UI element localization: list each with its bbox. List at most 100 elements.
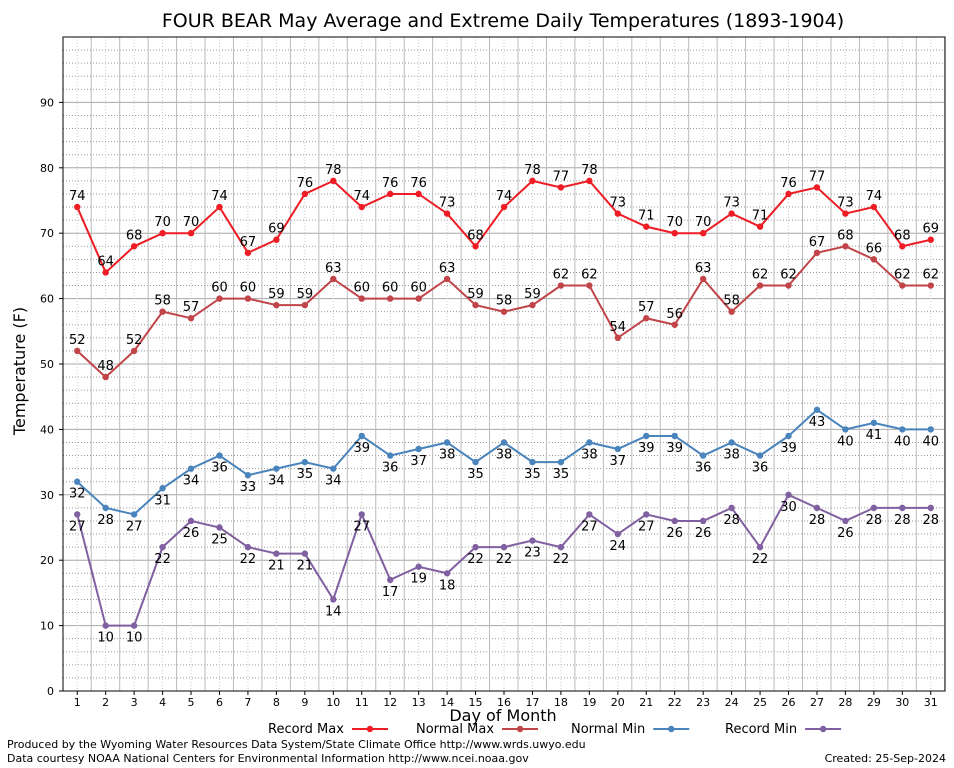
normal-max-point: [529, 301, 536, 309]
normal-max-data-label: 66: [866, 241, 883, 256]
legend: Record Max Normal Max Normal Min Record Min: [268, 722, 842, 737]
record-max-data-label: 76: [382, 176, 399, 191]
record-max-data-label: 71: [638, 209, 655, 224]
normal-min-data-label: 39: [666, 441, 683, 456]
normal-min-point: [842, 426, 849, 433]
record-min-point: [586, 511, 593, 518]
record-max-data-label: 78: [325, 163, 342, 178]
x-tick-label: 6: [216, 696, 223, 709]
normal-min-legend-label: Normal Min: [571, 722, 645, 737]
record-min-data-label: 30: [780, 500, 797, 515]
normal-min-point: [927, 426, 934, 433]
record-max-data-label: 74: [866, 189, 883, 204]
normal-min-data-label: 32: [69, 487, 86, 502]
normal-max-point: [472, 301, 479, 309]
record-max-point: [301, 190, 309, 198]
normal-min-data-label: 38: [496, 447, 513, 462]
normal-min-data-label: 36: [382, 461, 399, 476]
x-tick-label: 30: [895, 696, 909, 709]
record-min-data-label: 19: [410, 572, 427, 587]
record-min-data-label: 21: [268, 559, 285, 574]
normal-min-point: [899, 426, 906, 433]
normal-max-point: [699, 275, 707, 283]
normal-min-data-label: 36: [752, 461, 769, 476]
record-max-data-label: 69: [923, 222, 940, 237]
record-min-point: [870, 504, 878, 512]
normal-max-data-label: 60: [211, 281, 228, 296]
record-max-legend-marker: [366, 725, 374, 733]
normal-max-data-label: 57: [183, 300, 200, 315]
x-tick-label: 3: [131, 696, 138, 709]
y-tick-label: 80: [40, 162, 54, 175]
x-tick-label: 27: [810, 696, 824, 709]
normal-min-point: [301, 458, 309, 466]
normal-max-data-label: 48: [97, 359, 114, 374]
normal-min-data-label: 34: [268, 474, 285, 489]
normal-min-point: [244, 471, 252, 479]
record-min-point: [130, 622, 138, 629]
record-min-data-label: 22: [467, 552, 484, 567]
normal-max-data-label: 54: [610, 320, 627, 335]
normal-min-data-label: 43: [809, 415, 826, 430]
record-max-point: [472, 243, 479, 250]
x-tick-label: 21: [639, 696, 653, 709]
normal-max-point: [130, 347, 138, 355]
normal-max-data-label: 52: [126, 333, 143, 348]
normal-min-data-label: 35: [297, 467, 314, 482]
record-min-point: [813, 504, 821, 512]
record-max-point: [159, 230, 166, 237]
normal-min-data-label: 41: [866, 428, 883, 443]
record-min-data-label: 28: [809, 513, 826, 528]
x-tick-label: 12: [383, 696, 397, 709]
normal-max-data-label: 63: [695, 261, 712, 276]
normal-min-data-label: 31: [154, 493, 171, 508]
normal-max-point: [643, 315, 650, 322]
record-min-data-label: 18: [439, 578, 456, 593]
normal-min-data-label: 38: [581, 447, 598, 462]
record-min-point: [842, 517, 849, 525]
normal-min-data-label: 37: [410, 454, 427, 469]
record-max-point: [443, 210, 451, 217]
record-max-point: [130, 243, 138, 250]
normal-min-data-label: 40: [923, 434, 940, 449]
record-min-data-label: 26: [183, 526, 200, 541]
normal-max-point: [159, 308, 166, 315]
normal-min-data-label: 34: [325, 474, 342, 489]
record-min-point: [159, 543, 166, 551]
record-min-data-label: 26: [837, 526, 854, 541]
normal-max-point: [415, 295, 422, 302]
normal-max-point: [244, 295, 252, 302]
record-min-point: [699, 517, 707, 525]
normal-min-data-label: 37: [610, 454, 627, 469]
normal-min-point: [74, 478, 81, 485]
record-min-data-label: 27: [581, 519, 598, 534]
normal-max-data-label: 60: [382, 281, 399, 296]
normal-min-point: [870, 419, 878, 427]
normal-min-point: [216, 452, 223, 459]
record-min-data-label: 21: [297, 559, 314, 574]
record-min-data-label: 23: [524, 546, 541, 561]
normal-max-point: [102, 373, 109, 381]
normal-max-point: [216, 295, 223, 302]
normal-min-data-label: 27: [126, 519, 143, 534]
record-max-data-label: 74: [353, 189, 370, 204]
normal-min-point: [614, 445, 622, 453]
record-min-data-label: 22: [553, 552, 570, 567]
record-min-data-label: 22: [752, 552, 769, 567]
y-tick-label: 30: [40, 489, 54, 502]
normal-max-point: [273, 301, 280, 309]
record-max-point: [386, 190, 394, 198]
y-tick-label: 90: [40, 96, 54, 109]
record-max-data-label: 70: [183, 215, 200, 230]
record-min-data-label: 26: [695, 526, 712, 541]
footer-produced-by: Produced by the Wyoming Water Resources …: [7, 738, 586, 751]
normal-max-data-label: 60: [240, 281, 257, 296]
record-min-legend-marker: [819, 725, 827, 733]
record-min-point: [557, 543, 565, 551]
record-min-data-label: 24: [610, 539, 627, 554]
record-max-data-label: 78: [524, 163, 541, 178]
x-tick-label: 18: [554, 696, 568, 709]
record-max-data-label: 73: [610, 196, 627, 211]
record-max-data-label: 77: [553, 169, 570, 184]
x-tick-label: 31: [924, 696, 938, 709]
